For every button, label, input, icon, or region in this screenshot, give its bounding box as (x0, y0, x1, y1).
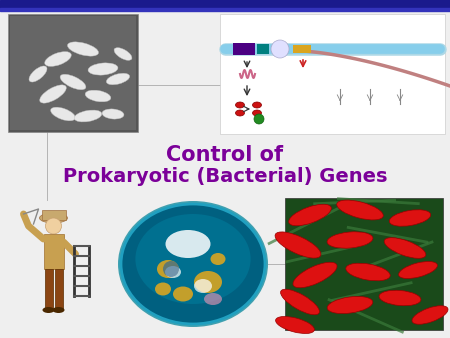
Circle shape (45, 218, 62, 234)
Bar (8, 14, 138, 132)
Circle shape (271, 40, 289, 58)
Ellipse shape (118, 201, 268, 327)
Ellipse shape (389, 210, 431, 226)
Ellipse shape (346, 263, 390, 281)
Ellipse shape (379, 290, 421, 306)
Bar (41, 210, 66, 220)
Ellipse shape (40, 213, 68, 223)
Ellipse shape (235, 102, 244, 108)
Ellipse shape (29, 66, 47, 82)
Bar (0, 8, 450, 11)
Ellipse shape (211, 253, 225, 265)
Ellipse shape (235, 110, 244, 116)
Ellipse shape (88, 63, 118, 75)
Ellipse shape (327, 232, 373, 248)
Ellipse shape (60, 74, 86, 90)
Bar (44, 234, 63, 269)
Ellipse shape (102, 109, 124, 119)
Circle shape (254, 114, 264, 124)
Ellipse shape (384, 238, 426, 258)
Ellipse shape (51, 107, 75, 121)
Ellipse shape (337, 200, 383, 220)
Ellipse shape (293, 262, 337, 288)
Bar (293, 45, 311, 53)
Ellipse shape (135, 214, 251, 304)
Ellipse shape (173, 287, 193, 301)
Ellipse shape (85, 90, 111, 102)
Ellipse shape (157, 260, 179, 278)
Ellipse shape (252, 110, 261, 116)
Ellipse shape (165, 266, 181, 278)
Ellipse shape (412, 306, 448, 324)
Ellipse shape (275, 232, 321, 258)
Ellipse shape (166, 230, 211, 258)
Bar (45, 269, 53, 309)
Ellipse shape (327, 296, 373, 314)
Bar (10, 16, 136, 130)
Bar (0, 0, 450, 8)
Ellipse shape (155, 283, 171, 295)
Text: Control of: Control of (166, 145, 284, 165)
Ellipse shape (194, 279, 212, 293)
Ellipse shape (114, 48, 132, 61)
Ellipse shape (74, 110, 102, 122)
Ellipse shape (281, 289, 320, 315)
Ellipse shape (275, 316, 315, 334)
Ellipse shape (68, 42, 99, 56)
Ellipse shape (289, 204, 331, 226)
Ellipse shape (194, 271, 222, 293)
Circle shape (163, 261, 179, 277)
Text: Prokaryotic (Bacterial) Genes: Prokaryotic (Bacterial) Genes (63, 167, 387, 186)
Ellipse shape (121, 204, 265, 324)
Ellipse shape (42, 307, 54, 313)
Bar (54, 269, 63, 309)
Ellipse shape (53, 307, 64, 313)
Ellipse shape (399, 262, 437, 279)
Bar (220, 14, 445, 134)
Ellipse shape (106, 73, 130, 85)
Bar (233, 43, 255, 55)
Ellipse shape (40, 85, 66, 103)
Ellipse shape (204, 293, 222, 305)
Ellipse shape (45, 52, 71, 66)
Bar (257, 44, 269, 54)
Bar (285, 198, 443, 330)
Ellipse shape (252, 102, 261, 108)
